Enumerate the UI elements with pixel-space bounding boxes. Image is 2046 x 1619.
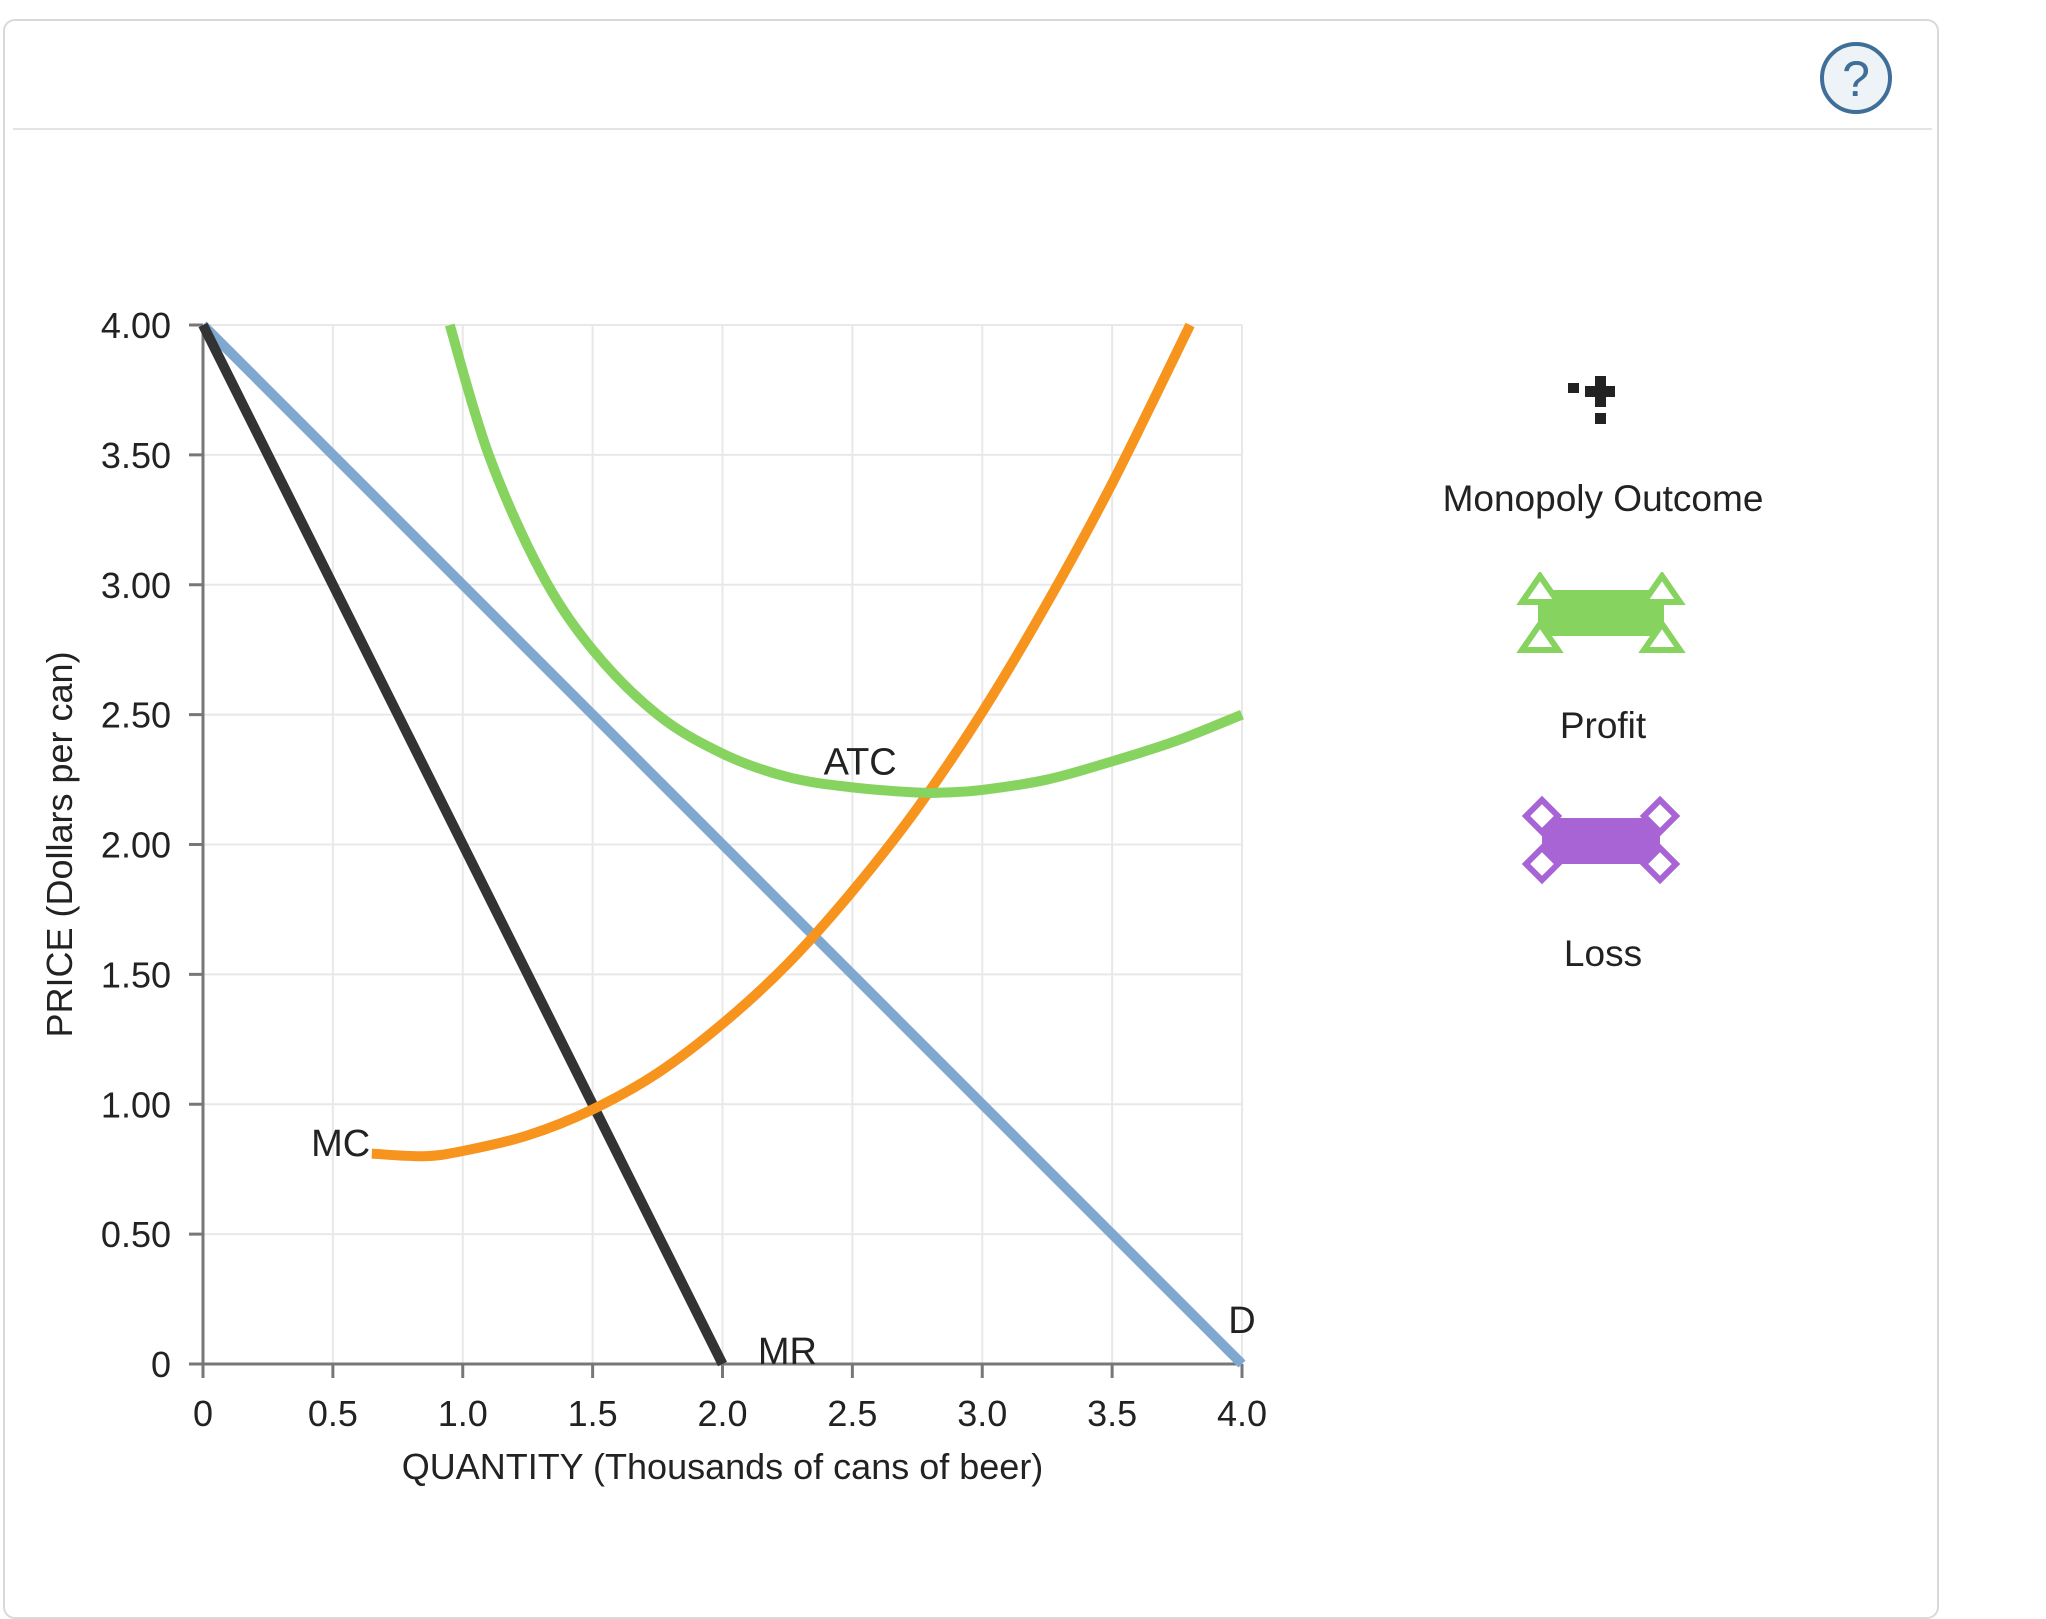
black-plus-point-icon bbox=[1568, 376, 1615, 424]
series-mc-curve[interactable] bbox=[371, 322, 1195, 1162]
legend-label-monopoly-outcome: Monopoly Outcome bbox=[1442, 478, 1764, 519]
header-divider bbox=[13, 128, 1932, 130]
x-tick-label: 1.5 bbox=[568, 1393, 618, 1434]
x-tick-label: 2.0 bbox=[697, 1393, 747, 1434]
y-tick-label: 3.50 bbox=[101, 435, 171, 476]
y-tick-label: 1.50 bbox=[101, 954, 171, 995]
x-tick-label: 1.0 bbox=[438, 1393, 488, 1434]
monopoly-outcome-tool[interactable] bbox=[1565, 372, 1635, 432]
y-tick-label: 2.00 bbox=[101, 825, 171, 866]
legend-label-loss: Loss bbox=[1563, 933, 1643, 974]
chart-labels: QUANTITY (Thousands of cans of beer) PRIC… bbox=[39, 651, 1256, 1487]
x-tick-label: 3.0 bbox=[957, 1393, 1007, 1434]
curve-label-mc: MC bbox=[311, 1123, 370, 1165]
y-tick-label: 3.00 bbox=[101, 565, 171, 606]
y-tick-label: 0 bbox=[151, 1344, 171, 1385]
y-tick-label: 1.00 bbox=[101, 1084, 171, 1125]
x-tick-label: 0 bbox=[193, 1393, 213, 1434]
profit-tool[interactable] bbox=[1516, 570, 1686, 654]
y-axis-title: PRICE (Dollars per can) bbox=[39, 651, 80, 1037]
curve-label-mr: MR bbox=[758, 1331, 817, 1373]
help-button[interactable]: ? bbox=[1820, 42, 1892, 114]
x-tick-label: 3.5 bbox=[1087, 1393, 1137, 1434]
series-mr-curve[interactable] bbox=[198, 322, 727, 1367]
help-question-icon: ? bbox=[1842, 51, 1870, 107]
axes: 0 0.5 1.0 1.5 2.0 2.5 3.0 3.5 4.000.501.001.502.… bbox=[101, 305, 1267, 1434]
series-atc-curve[interactable] bbox=[444, 323, 1244, 799]
curve-label-atc: ATC bbox=[824, 741, 897, 783]
series-d-curve[interactable] bbox=[199, 321, 1246, 1368]
y-tick-label: 0.50 bbox=[101, 1214, 171, 1255]
chart-series[interactable] bbox=[198, 321, 1246, 1368]
x-tick-label: 2.5 bbox=[827, 1393, 877, 1434]
y-tick-label: 4.00 bbox=[101, 305, 171, 346]
loss-tool[interactable] bbox=[1518, 794, 1684, 886]
y-tick-label: 2.50 bbox=[101, 695, 171, 736]
x-tick-label: 0.5 bbox=[308, 1393, 358, 1434]
legend-label-profit: Profit bbox=[1559, 705, 1647, 746]
x-axis-title: QUANTITY (Thousands of cans of beer) bbox=[402, 1446, 1044, 1487]
green-rectangle-triangles-icon bbox=[1516, 570, 1686, 653]
curve-label-d: D bbox=[1228, 1300, 1255, 1342]
x-tick-label: 4.0 bbox=[1217, 1393, 1267, 1434]
purple-rectangle-diamonds-icon bbox=[1521, 795, 1681, 885]
